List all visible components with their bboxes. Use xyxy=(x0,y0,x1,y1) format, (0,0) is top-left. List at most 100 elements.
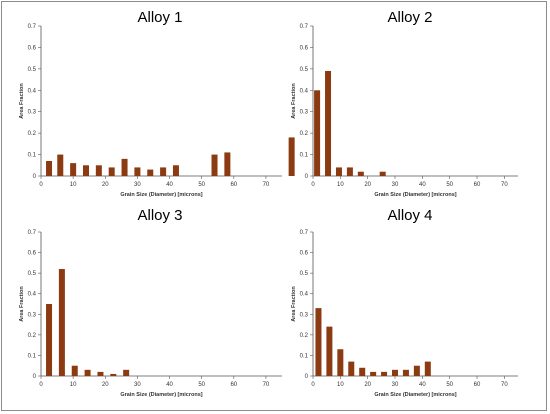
panel-title: Alloy 4 xyxy=(387,207,432,224)
x-tick-label: 60 xyxy=(474,382,481,388)
x-tick-label: 50 xyxy=(198,182,205,188)
y-tick-label: 0.7 xyxy=(300,24,309,30)
x-tick-label: 50 xyxy=(198,382,205,388)
x-tick-label: 70 xyxy=(501,182,508,188)
x-tick-label: 0 xyxy=(311,382,315,388)
x-tick-label: 0 xyxy=(39,382,43,388)
x-tick-label: 20 xyxy=(364,182,371,188)
x-tick-label: 40 xyxy=(419,182,426,188)
y-tick-label: 0.6 xyxy=(28,251,37,257)
y-tick-label: 0.3 xyxy=(300,312,309,318)
bar xyxy=(121,158,128,176)
bar xyxy=(357,171,364,176)
bar xyxy=(160,167,167,176)
bar xyxy=(346,167,353,176)
chart-panel-1: Alloy 1 0 0.1 0.2 0.3 0.4 0.5 0.6 0.7 0 10 20 30 40 50… xyxy=(19,9,295,198)
bar xyxy=(95,165,102,176)
x-tick-label: 50 xyxy=(446,182,453,188)
y-tick-label: 0.4 xyxy=(28,88,37,94)
bar xyxy=(82,165,89,176)
bar xyxy=(97,371,104,376)
y-tick-label: 0.1 xyxy=(300,353,309,359)
y-tick-label: 0.3 xyxy=(28,110,37,116)
x-tick-label: 40 xyxy=(166,382,173,388)
y-tick-label: 0.2 xyxy=(300,333,309,339)
y-tick-label: 0.2 xyxy=(28,333,37,339)
bar xyxy=(348,361,355,376)
panel-title: Alloy 3 xyxy=(137,207,182,224)
bar xyxy=(370,371,377,376)
bar xyxy=(134,167,141,176)
bar xyxy=(108,167,115,176)
y-axis-label: Area Fraction xyxy=(291,83,297,119)
y-tick-label: 0.5 xyxy=(300,67,309,73)
bar xyxy=(315,308,322,376)
bar xyxy=(172,165,179,176)
x-tick-label: 10 xyxy=(337,382,344,388)
chart-panel-4: Alloy 4 0 0.1 0.2 0.3 0.4 0.5 0.6 0.7 0 10 20 30 40 50… xyxy=(291,207,518,398)
bar xyxy=(147,169,154,176)
x-tick-label: 20 xyxy=(102,382,109,388)
x-tick-label: 10 xyxy=(337,182,344,188)
x-tick-label: 0 xyxy=(39,182,43,188)
bar xyxy=(224,152,231,176)
y-tick-label: 0.1 xyxy=(28,353,37,359)
panel-title: Alloy 2 xyxy=(387,9,432,26)
x-tick-label: 10 xyxy=(70,182,77,188)
bar xyxy=(57,154,64,176)
bar xyxy=(359,367,366,376)
x-tick-label: 40 xyxy=(419,382,426,388)
bar xyxy=(326,326,333,376)
y-tick-label: 0.7 xyxy=(28,230,37,236)
bar xyxy=(288,137,295,176)
bar xyxy=(211,154,218,176)
y-tick-label: 0.7 xyxy=(28,24,37,30)
bar xyxy=(424,361,431,376)
bar xyxy=(84,369,91,376)
y-tick-label: 0 xyxy=(305,374,309,380)
y-tick-label: 0.6 xyxy=(300,45,309,51)
chart-panel-2: Alloy 2 0 0.1 0.2 0.3 0.4 0.5 0.6 0.7 0 10 20 30 40 50… xyxy=(291,9,518,198)
y-tick-label: 0.4 xyxy=(300,292,309,298)
x-tick-label: 30 xyxy=(134,182,141,188)
bar xyxy=(325,71,332,176)
x-tick-label: 70 xyxy=(263,182,270,188)
bar xyxy=(379,171,386,176)
y-tick-label: 0.2 xyxy=(300,131,309,137)
x-tick-label: 60 xyxy=(230,382,237,388)
chart-panel-3: Alloy 3 0 0.1 0.2 0.3 0.4 0.5 0.6 0.7 0 10 20 30 40 50… xyxy=(19,207,282,398)
x-tick-label: 30 xyxy=(134,382,141,388)
x-axis-label: Grain Size (Diameter) [microns] xyxy=(120,392,202,398)
y-tick-label: 0.6 xyxy=(300,251,309,257)
panel-title: Alloy 1 xyxy=(137,9,182,26)
x-tick-label: 50 xyxy=(446,382,453,388)
x-axis-label: Grain Size (Diameter) [microns] xyxy=(374,192,456,198)
bar xyxy=(392,369,398,376)
bar xyxy=(58,269,65,376)
y-axis-label: Area Fraction xyxy=(19,286,25,322)
y-tick-label: 0.6 xyxy=(28,45,37,51)
y-tick-label: 0.5 xyxy=(28,67,37,73)
bar xyxy=(46,161,53,176)
y-tick-label: 0.1 xyxy=(300,153,309,159)
y-tick-label: 0.5 xyxy=(300,271,309,277)
bar xyxy=(110,373,117,376)
y-tick-label: 0.7 xyxy=(300,230,309,236)
x-tick-label: 30 xyxy=(392,382,399,388)
y-tick-label: 0.4 xyxy=(300,88,309,94)
x-tick-label: 20 xyxy=(102,182,109,188)
x-tick-label: 40 xyxy=(166,182,173,188)
bar xyxy=(314,90,321,176)
y-tick-label: 0 xyxy=(305,174,309,180)
y-tick-label: 0 xyxy=(33,374,37,380)
bar xyxy=(335,167,342,176)
x-tick-label: 70 xyxy=(263,382,270,388)
y-tick-label: 0.3 xyxy=(28,312,37,318)
x-tick-label: 60 xyxy=(474,182,481,188)
y-tick-label: 0.1 xyxy=(28,153,37,159)
x-tick-label: 70 xyxy=(501,382,508,388)
bar xyxy=(337,349,344,376)
